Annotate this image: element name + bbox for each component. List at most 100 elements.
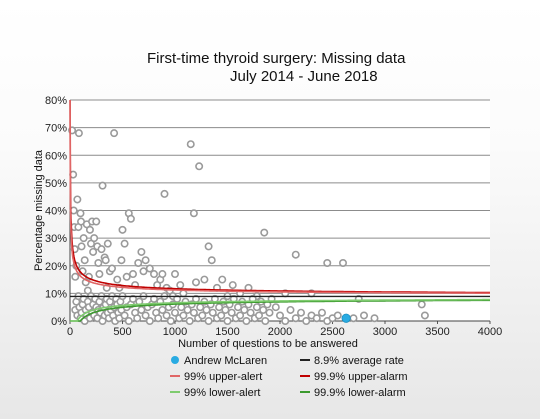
data-point: [71, 272, 80, 281]
data-point: [302, 316, 311, 325]
data-point: [94, 258, 103, 267]
y-tick-label: 0%: [51, 316, 67, 328]
x-tick-label: 3000: [373, 326, 397, 338]
data-point: [133, 314, 142, 323]
data-point: [80, 256, 89, 265]
data-point: [117, 256, 126, 265]
data-point: [228, 281, 237, 290]
data-point: [236, 311, 245, 320]
data-point: [323, 258, 332, 267]
data-point: [208, 308, 217, 317]
y-axis-label: Percentage missing data: [33, 149, 45, 271]
data-point: [122, 272, 131, 281]
legend-label: 99.9% upper-alarm: [314, 371, 408, 383]
data-point: [296, 308, 305, 317]
data-point: [189, 308, 198, 317]
highlight-point: [341, 313, 351, 323]
x-axis-label: Number of questions to be answered: [178, 338, 358, 350]
legend-label: Andrew McLaren: [184, 355, 267, 367]
data-point: [126, 214, 135, 223]
data-point: [158, 270, 167, 279]
data-point: [141, 311, 150, 320]
data-point: [162, 311, 171, 320]
data-point: [101, 256, 110, 265]
data-point: [370, 314, 379, 323]
data-point: [275, 311, 284, 320]
data-point: [90, 234, 99, 243]
data-point: [185, 316, 194, 325]
data-point: [77, 242, 86, 251]
x-tick-label: 4000: [478, 326, 502, 338]
data-point: [359, 311, 368, 320]
data-point: [420, 311, 429, 320]
data-point: [204, 316, 213, 325]
data-point: [281, 316, 290, 325]
data-point: [349, 314, 358, 323]
y-tick-label: 30%: [45, 233, 67, 245]
y-tick-label: 10%: [45, 288, 67, 300]
data-point: [124, 316, 133, 325]
data-point: [171, 270, 180, 279]
data-point: [260, 228, 269, 237]
y-tick-label: 80%: [45, 95, 67, 107]
data-point: [202, 305, 211, 314]
data-point: [286, 305, 295, 314]
legend-label: 99% lower-alert: [184, 387, 260, 399]
data-point: [242, 316, 251, 325]
data-point: [145, 264, 154, 273]
lower-alert-line: [70, 298, 490, 322]
data-point: [179, 289, 188, 298]
data-point: [103, 239, 112, 248]
legend-label: 99% upper-alert: [184, 371, 262, 383]
data-point: [118, 225, 127, 234]
data-point: [141, 256, 150, 265]
data-point: [137, 305, 146, 314]
y-tick-label: 60%: [45, 150, 67, 162]
data-point: [192, 278, 201, 287]
data-point: [92, 217, 101, 226]
data-point: [97, 245, 106, 254]
data-point: [223, 316, 232, 325]
data-point: [271, 303, 280, 312]
data-point: [154, 314, 163, 323]
data-point: [137, 247, 146, 256]
data-point: [120, 239, 129, 248]
chart-subtitle: July 2014 - June 2018: [230, 68, 378, 85]
x-tick-label: 1000: [163, 326, 187, 338]
chart-title: First-time thyroid surgery: Missing data: [147, 50, 406, 67]
data-point: [200, 275, 209, 284]
data-point: [189, 209, 198, 218]
legend-label: 99.9% lower-alarm: [314, 387, 406, 399]
data-point: [145, 316, 154, 325]
y-tick-label: 40%: [45, 206, 67, 218]
data-point: [240, 305, 249, 314]
data-point: [252, 303, 261, 312]
data-point: [198, 311, 207, 320]
data-point: [176, 281, 185, 290]
data-point: [76, 209, 85, 218]
data-point: [234, 303, 243, 312]
data-point: [338, 258, 347, 267]
data-point: [195, 162, 204, 171]
data-point: [129, 270, 138, 279]
data-point: [73, 195, 82, 204]
data-point: [150, 294, 159, 303]
data-point: [179, 311, 188, 320]
data-point: [215, 303, 224, 312]
data-point: [85, 225, 94, 234]
x-tick-label: 500: [113, 326, 131, 338]
data-point: [134, 258, 143, 267]
data-point: [150, 270, 159, 279]
data-point: [110, 129, 119, 138]
data-point: [227, 308, 236, 317]
data-point: [108, 264, 117, 273]
data-point: [139, 267, 148, 276]
x-tick-label: 2000: [268, 326, 292, 338]
data-point: [166, 316, 175, 325]
legend-marker-dot: [171, 356, 179, 364]
data-point: [255, 311, 264, 320]
data-point: [333, 311, 342, 320]
data-point: [171, 308, 180, 317]
data-point: [261, 316, 270, 325]
